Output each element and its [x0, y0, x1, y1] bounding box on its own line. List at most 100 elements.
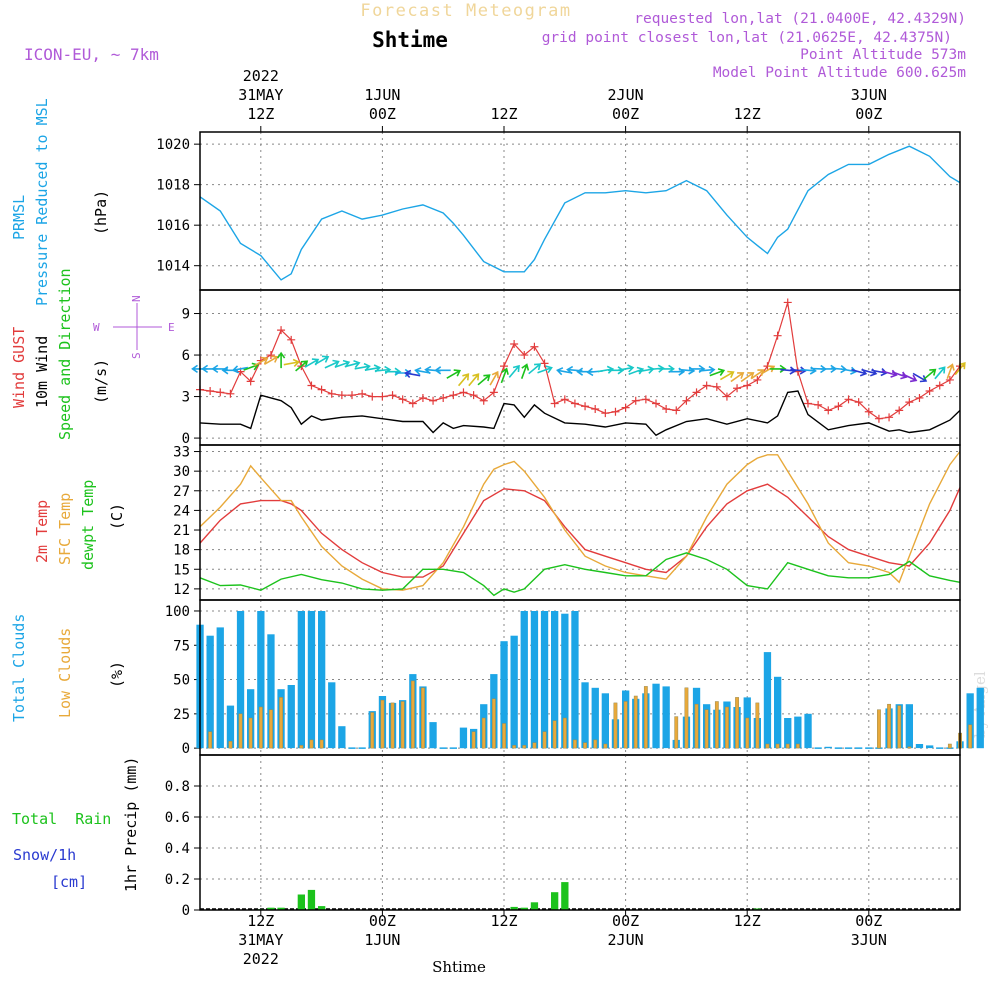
wind-gust-point [682, 396, 691, 405]
low-cloud-bar [755, 702, 760, 749]
wind-gust-point [560, 395, 569, 404]
precip-panel: 0 0.2 0.4 0.6 0.8 [165, 754, 961, 919]
wind-direction-arrow [891, 371, 908, 380]
low-cloud-bar [735, 697, 739, 749]
temperature-ytick-label: 33 [173, 445, 190, 461]
pressure-unit: (hPa) [92, 190, 110, 235]
title-top: Forecast Meteogram [360, 1, 571, 21]
rain-bar [551, 892, 559, 910]
temperature-series-line [199, 483, 961, 578]
precip-label-cm: [cm] [51, 873, 87, 891]
wind-direction-arrow [618, 364, 635, 373]
temperature-ytick-label: 21 [173, 523, 190, 539]
wind-gust-point [246, 377, 255, 386]
wind-gust-point [945, 375, 954, 384]
total-cloud-bar [926, 745, 934, 749]
temperature-panel: 12 15 18 21 24 27 30 33 [173, 444, 961, 601]
model-label: ICON-EU, ~ 7km [24, 45, 159, 64]
total-cloud-bar [905, 704, 913, 749]
low-cloud-bar [613, 702, 618, 749]
low-cloud-bar [532, 742, 537, 749]
wind-direction-arrow [740, 372, 755, 383]
bottom-time-label: 3JUN [851, 931, 887, 949]
wind-gust-point [905, 398, 914, 407]
wind-gust-point [459, 388, 468, 397]
info-line-2: grid point closest lon,lat (21.0625E, 42… [542, 30, 952, 46]
wind-gust-point [804, 399, 812, 408]
top-time-label: 00Z [369, 105, 396, 123]
total-cloud-bar [824, 746, 832, 749]
pressure-panel: 1014 1016 1018 1020 [156, 131, 961, 291]
wind-direction-arrow [528, 363, 542, 375]
top-time-label: 12Z [490, 105, 517, 123]
info-line-1: requested lon,lat (21.0400E, 42.4329N) [634, 11, 966, 27]
wind-gust-point [834, 402, 843, 411]
bottom-time-label: 00Z [612, 912, 639, 930]
low-cloud-bar [542, 731, 547, 749]
wind-direction-arrow [699, 365, 716, 375]
low-cloud-bar [248, 717, 253, 749]
precip-ytick-label: 0.4 [165, 841, 190, 857]
bottom-time-label: 2JUN [608, 931, 644, 949]
wind-gust-point [520, 351, 529, 360]
bottom-time-label: 2022 [243, 950, 279, 968]
compass-n: N [130, 295, 143, 302]
low-cloud-bar [421, 687, 425, 749]
top-time-label: 12Z [247, 105, 274, 123]
wind-gust-point [570, 399, 579, 408]
wind-direction-arrow [404, 369, 421, 378]
wind-gust-point [824, 406, 833, 415]
rain-bar [520, 907, 528, 910]
wind-direction-arrow [468, 373, 480, 387]
pressure-ytick-label: 1020 [156, 137, 190, 153]
wind-gust-point [277, 326, 286, 335]
low-cloud-bar [725, 706, 729, 749]
low-cloud-bar [907, 746, 912, 749]
rain-bar [561, 882, 569, 910]
temperature-ytick-label: 30 [173, 464, 190, 480]
bottom-time-label: 12Z [490, 912, 517, 930]
wind-gust-point [489, 388, 498, 397]
wind-gust-point [652, 399, 660, 408]
temp-unit: (C) [108, 503, 126, 530]
wind-gust-point [479, 396, 488, 405]
total-cloud-bar [662, 686, 670, 749]
wind-direction-arrow [790, 366, 807, 375]
total-cloud-bar [774, 676, 782, 749]
wind-direction-arrow [385, 367, 402, 376]
low-cloud-bar [370, 712, 375, 749]
cloud-unit: (%) [108, 661, 126, 688]
wind-ytick-label: 9 [182, 307, 190, 323]
total-cloud-bar [216, 627, 224, 749]
wind-gust-point [874, 414, 883, 423]
compass-e: E [168, 321, 175, 334]
top-time-label: 00Z [855, 105, 882, 123]
rain-bar [277, 907, 285, 910]
bottom-time-label: 1JUN [364, 931, 400, 949]
temperature-ytick-label: 24 [173, 503, 190, 519]
wind-gust-point [550, 399, 559, 408]
rain-bar [318, 906, 326, 910]
low-cloud-bar [573, 739, 577, 749]
low-cloud-bar [623, 701, 628, 749]
wind-gust-point [307, 381, 316, 390]
wind-gust-point [226, 389, 235, 398]
wind-gust-point [368, 392, 377, 401]
wind-gust-point [672, 406, 681, 415]
total-cloud-bar [328, 682, 336, 749]
location-title: Shtime [372, 28, 448, 52]
total-cloud-bar [540, 611, 549, 749]
total-cloud-bar [591, 687, 599, 749]
low-cloud-bar [552, 720, 557, 749]
low-cloud-bar [481, 717, 486, 749]
wind-gust-point [915, 393, 924, 402]
wind-gust-point [510, 339, 519, 348]
wind-direction-arrow [730, 372, 745, 383]
low-cloud-bar [897, 705, 902, 749]
total-cloud-bar [226, 705, 235, 749]
total-cloud-bar [581, 682, 589, 749]
low-cloud-bar [633, 695, 638, 749]
wind-gust-point [469, 391, 478, 400]
total-cloud-bar [287, 685, 295, 749]
